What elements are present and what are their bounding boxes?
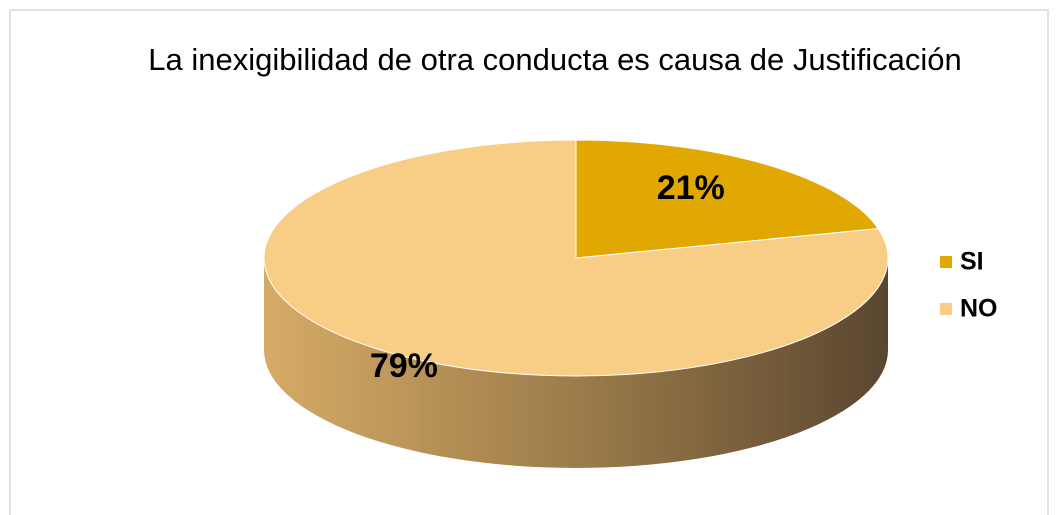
data-label: 79% xyxy=(370,347,438,385)
legend-label: SI xyxy=(960,248,984,276)
chart-title: La inexigibilidad de otra conducta es ca… xyxy=(148,42,962,77)
pie-slice xyxy=(263,139,889,377)
legend-swatch xyxy=(940,303,952,315)
data-label: 21% xyxy=(657,169,725,207)
pie-slice xyxy=(575,139,880,259)
legend-swatch xyxy=(940,256,952,268)
chart-border xyxy=(9,9,1049,515)
pie-side xyxy=(264,258,888,468)
legend-label: NO xyxy=(960,295,998,323)
